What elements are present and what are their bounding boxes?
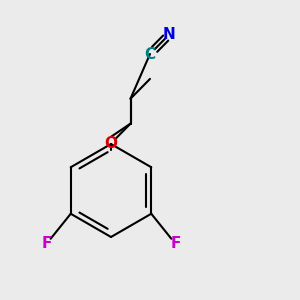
Text: F: F [170,236,181,251]
Text: N: N [163,27,176,42]
Text: F: F [41,236,52,251]
Text: C: C [144,46,156,62]
Text: O: O [104,136,118,151]
